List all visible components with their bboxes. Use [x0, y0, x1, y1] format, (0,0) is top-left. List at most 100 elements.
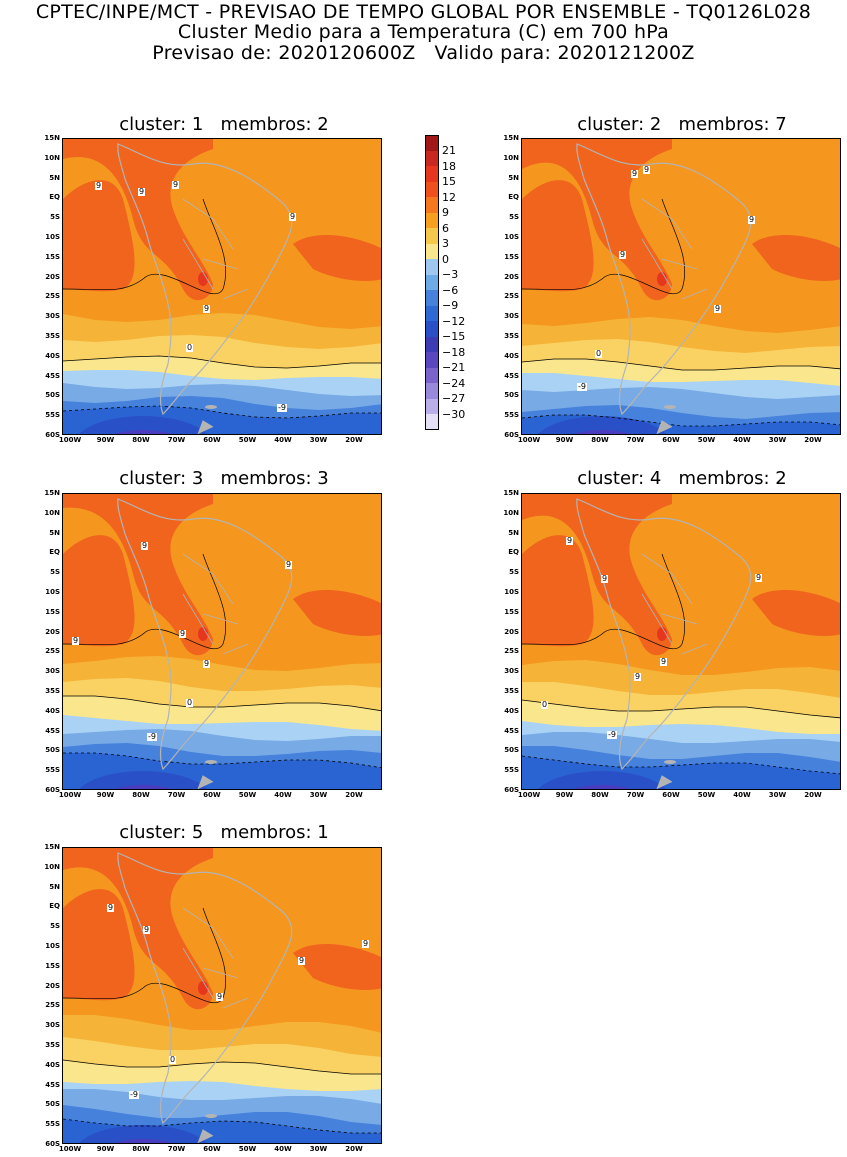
lat-tick-label: 10N — [44, 862, 60, 871]
colorbar-segment — [425, 197, 439, 213]
lat-tick-label: 55S — [45, 766, 60, 775]
band-m18-area — [573, 430, 631, 434]
land-outline — [117, 143, 293, 416]
lat-tick-label: 5S — [50, 213, 60, 222]
lat-tick-label: 35S — [45, 1041, 60, 1049]
contour-9-line — [522, 198, 686, 295]
lat-tick-label: 10S — [504, 588, 519, 596]
tierra-del-fuego — [656, 420, 673, 434]
lat-tick-label: 45S — [504, 371, 519, 380]
lat-tick-label: 20S — [504, 627, 519, 636]
colorbar-tick-label: 21 — [442, 144, 456, 157]
contour-label: 9 — [362, 939, 370, 948]
lon-tick-label: 40W — [274, 436, 292, 444]
contour-label: 9 — [298, 956, 306, 965]
lon-tick-label: 80W — [132, 436, 150, 444]
lat-tick-label: EQ — [49, 193, 60, 202]
lat-tick-label: 55S — [45, 411, 60, 420]
lat-tick-label: 5S — [50, 568, 60, 577]
contour-label: 9 — [179, 629, 187, 638]
contour-0-line — [522, 358, 840, 371]
map-panel-5 — [62, 847, 382, 1144]
lon-tick-label: 50W — [238, 436, 257, 444]
lat-tick-label: 50S — [45, 746, 60, 755]
band-15-core — [198, 627, 208, 641]
lon-tick-label: 100W — [58, 436, 82, 444]
panel-title-2: cluster: 2 membros: 7 — [577, 114, 787, 135]
lat-tick-label: 5N — [49, 882, 60, 891]
colorbar-segment — [425, 336, 439, 352]
lat-tick-label: 55S — [504, 766, 519, 775]
lat-tick-label: 15N — [44, 489, 60, 497]
lon-tick-label: 90W — [96, 1145, 115, 1153]
lat-tick-label: 5N — [508, 528, 519, 537]
colorbar-tick-label: 18 — [442, 159, 456, 173]
land-outline — [576, 143, 752, 416]
lon-tick-label: 40W — [274, 1145, 292, 1153]
lat-tick-label: 10N — [503, 508, 519, 517]
lat-tick-label: 40S — [45, 1060, 60, 1069]
band-12-area-east — [293, 943, 381, 990]
colorbar-tick-label: −18 — [442, 345, 466, 359]
lat-tick-label: 50S — [45, 1100, 60, 1109]
lat-tick-label: 20S — [45, 272, 60, 281]
lat-tick-label: 10N — [503, 153, 519, 162]
lat-tick-label: 35S — [504, 687, 519, 695]
temperature-field — [63, 494, 381, 789]
lon-tick-label: 50W — [238, 791, 257, 799]
contour-label: -9 — [129, 1090, 139, 1099]
contour-0-line — [63, 1059, 381, 1075]
lat-tick-label: 20S — [45, 627, 60, 636]
lat-tick-label: 25S — [504, 292, 519, 301]
lon-tick-label: 40W — [274, 791, 292, 799]
lat-tick-label: 25S — [45, 292, 60, 301]
country-borders — [641, 198, 708, 300]
contour-label: 9 — [203, 659, 211, 668]
colorbar-segment — [425, 383, 439, 399]
falkland-islands — [664, 760, 676, 764]
lat-tick-label: EQ — [508, 193, 519, 202]
lat-tick-label: 30S — [45, 1021, 60, 1030]
tierra-del-fuego — [197, 775, 214, 789]
colorbar-segment — [425, 212, 439, 228]
lat-tick-label: 5N — [49, 173, 60, 182]
colorbar-segment — [425, 398, 439, 414]
temperature-field — [522, 494, 840, 789]
lon-tick-label: 30W — [768, 436, 787, 444]
colorbar-tick-label: 0 — [442, 252, 449, 266]
lon-tick-label: 80W — [591, 791, 609, 799]
lat-tick-label: 15N — [44, 134, 60, 142]
contour-9-line — [63, 553, 227, 650]
contour-label: 9 — [631, 169, 639, 178]
temperature-field — [63, 139, 381, 434]
lon-tick-label: 60W — [203, 436, 221, 444]
colorbar-segment — [425, 305, 439, 321]
band-m15-area — [537, 416, 667, 434]
map-panel-3 — [62, 493, 382, 790]
lat-tick-label: 45S — [45, 371, 60, 380]
band-15-core — [198, 981, 208, 995]
colorbar-segment — [425, 321, 439, 337]
country-borders — [182, 553, 249, 655]
panel-title-3: cluster: 3 membros: 3 — [119, 468, 329, 489]
lat-tick-label: 40S — [504, 706, 519, 715]
lat-tick-label: 10S — [45, 233, 60, 241]
band-12-area-east — [752, 234, 840, 281]
contour-9-line — [63, 907, 227, 1004]
band-12-area — [522, 494, 672, 656]
lon-tick-label: 80W — [132, 791, 150, 799]
lat-tick-label: 40S — [45, 351, 60, 360]
contour-0-line — [63, 695, 381, 712]
map-panel-2 — [521, 138, 841, 435]
lon-tick-label: 80W — [591, 436, 609, 444]
lat-tick-label: 25S — [45, 647, 60, 656]
lat-tick-label: 5S — [50, 922, 60, 931]
contour-label: -9 — [277, 403, 287, 412]
lat-tick-label: 60S — [45, 431, 60, 439]
tierra-del-fuego — [197, 1129, 214, 1143]
lat-tick-label: 60S — [504, 786, 519, 794]
lat-tick-label: 55S — [45, 1120, 60, 1129]
contour-label: 9 — [172, 180, 180, 189]
header-line-3: Previsao de: 2020120600Z Valido para: 20… — [152, 42, 695, 64]
country-borders — [182, 198, 249, 300]
